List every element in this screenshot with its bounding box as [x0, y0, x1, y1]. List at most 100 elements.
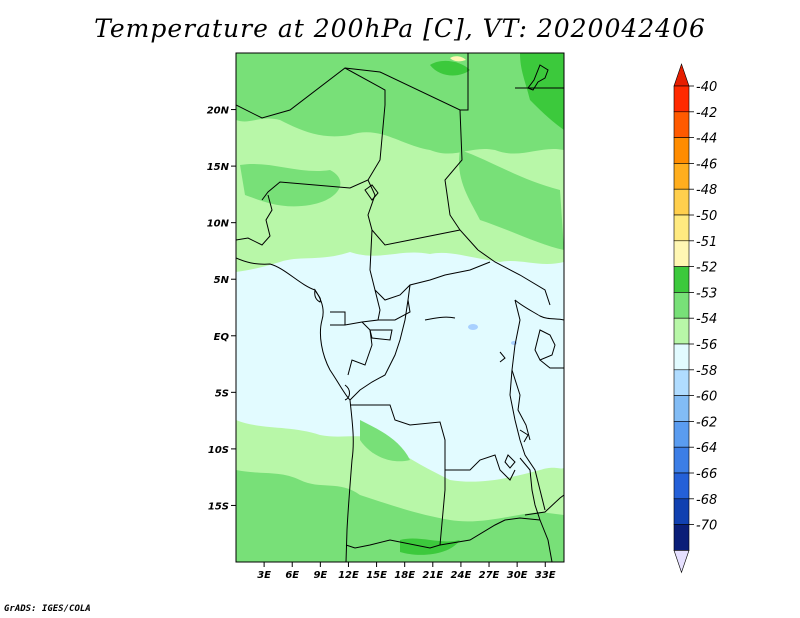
colorbar-label: -54: [696, 312, 717, 327]
colorbar-label: -50: [696, 209, 717, 224]
latitude-axis: 20N 15N 10N 5N EQ 5S 10S 15S: [207, 106, 236, 512]
lat-tick-label: EQ: [214, 332, 230, 343]
colorbar-swatch: [673, 240, 690, 267]
country-borders: [236, 53, 564, 562]
colorbar-swatch: [673, 446, 690, 474]
colorbar-label: -51: [696, 235, 717, 250]
colorbar-label: -44: [696, 132, 717, 147]
lat-tick-label: 20N: [207, 106, 230, 117]
field-patch-south: [236, 470, 564, 562]
border-east: [509, 299, 546, 511]
coastline-west: [236, 257, 354, 562]
lat-tick-label: 5S: [215, 388, 229, 399]
lake-chad: [364, 184, 379, 201]
lon-tick-label: 33E: [535, 570, 556, 581]
colorbar-label: -56: [696, 338, 717, 353]
lake-tanganyika: [511, 369, 531, 441]
lon-tick-label: 12E: [338, 570, 359, 581]
colorbar-label: -42: [696, 106, 717, 121]
colorbar: -40 -42 -44 -46 -48 -50 -51 -52 -53 -54 -56 -58 -60 -…: [673, 63, 717, 574]
colorbar-label: -70: [696, 519, 717, 534]
lon-tick-label: 6E: [285, 570, 299, 581]
colorbar-label: -52: [696, 261, 717, 276]
lon-tick-label: 15E: [366, 570, 387, 581]
lat-tick-label: 10N: [207, 219, 230, 230]
grads-credit: GrADS: IGES/COLA: [4, 604, 91, 614]
lon-tick-label: 21E: [422, 570, 443, 581]
colorbar-label: -60: [696, 390, 717, 405]
colorbar-label: -58: [696, 364, 717, 379]
map-frame: [235, 52, 565, 563]
map-title: Temperature at 200hPa [C], VT: 202004240…: [94, 14, 706, 43]
lon-tick-label: 9E: [313, 570, 327, 581]
border-uganda: [514, 299, 564, 321]
colorbar-label: -46: [696, 157, 717, 172]
border-malawi: [519, 457, 553, 562]
colorbar-swatch: [673, 292, 690, 319]
colorbar-swatch: [673, 498, 690, 525]
lake-bangweulu: [504, 454, 516, 469]
field-spot-blue: [468, 324, 478, 330]
border-zambia: [439, 517, 541, 546]
colorbar-label: -64: [696, 441, 717, 456]
border-gabon: [347, 321, 373, 376]
lon-tick-label: 24E: [451, 570, 472, 581]
colorbar-swatch: [673, 343, 690, 371]
colorbar-swatch: [673, 266, 690, 293]
field-patch-south: [360, 420, 410, 462]
field-patch-north-dark: [520, 53, 564, 130]
field-patch-north: [459, 150, 564, 250]
border-sudan: [477, 249, 551, 306]
colorbar-swatch: [673, 524, 690, 551]
temperature-field: [236, 53, 564, 562]
longitude-axis: 3E 6E 9E 12E 15E 18E 21E 24E 27E 30E 33E: [257, 562, 556, 581]
colorbar-swatch: [673, 214, 690, 242]
border-tanzania: [539, 359, 564, 369]
colorbar-swatch: [673, 421, 690, 448]
colorbar-label: -66: [696, 467, 717, 482]
colorbar-label: -48: [696, 183, 717, 198]
colorbar-swatch: [673, 369, 690, 396]
colorbar-swatch: [673, 472, 690, 500]
border-west: [236, 194, 273, 246]
lat-tick-label: 15S: [208, 501, 229, 512]
lake-small: [314, 288, 321, 303]
colorbar-swatch: [673, 395, 690, 422]
border-eqguinea: [330, 311, 346, 325]
colorbar-swatch: [673, 317, 690, 345]
lon-tick-label: 3E: [257, 570, 271, 581]
border-drc-west: [349, 299, 409, 401]
border-car: [369, 229, 491, 301]
colorbar-label: -62: [696, 415, 717, 430]
colorbar-swatch: [673, 188, 690, 216]
border-cameroon: [330, 289, 381, 326]
colorbar-bottom-arrow: [673, 550, 690, 574]
border-niger: [261, 104, 386, 201]
border-north: [236, 67, 386, 119]
colorbar-swatch: [673, 85, 690, 113]
colorbar-top-arrow: [673, 63, 690, 87]
lake-victoria: [534, 329, 556, 361]
lon-tick-label: 18E: [394, 570, 415, 581]
border-congo: [378, 284, 411, 321]
lat-tick-label: 5N: [214, 275, 230, 286]
lon-tick-label: 27E: [479, 570, 500, 581]
border-mozambique: [524, 494, 564, 516]
field-patch-north: [236, 53, 564, 154]
colorbar-swatch: [673, 111, 690, 138]
lat-tick-label: 10S: [208, 445, 229, 456]
coast-detail: [344, 384, 350, 401]
field-spot-yellow: [450, 56, 466, 62]
coast-redsea: [527, 64, 549, 91]
field-patch-south-dark: [400, 538, 460, 555]
colorbar-label: -40: [696, 80, 717, 95]
lat-tick-label: 15N: [207, 162, 230, 173]
field-patch-north-dark: [430, 60, 470, 76]
lake-mweru: [519, 429, 529, 443]
lake-central: [369, 329, 393, 341]
border-angola-south: [345, 470, 446, 549]
colorbar-swatch: [673, 137, 690, 164]
border-chad-sudan: [444, 109, 479, 251]
colorbar-swatch: [673, 163, 690, 190]
